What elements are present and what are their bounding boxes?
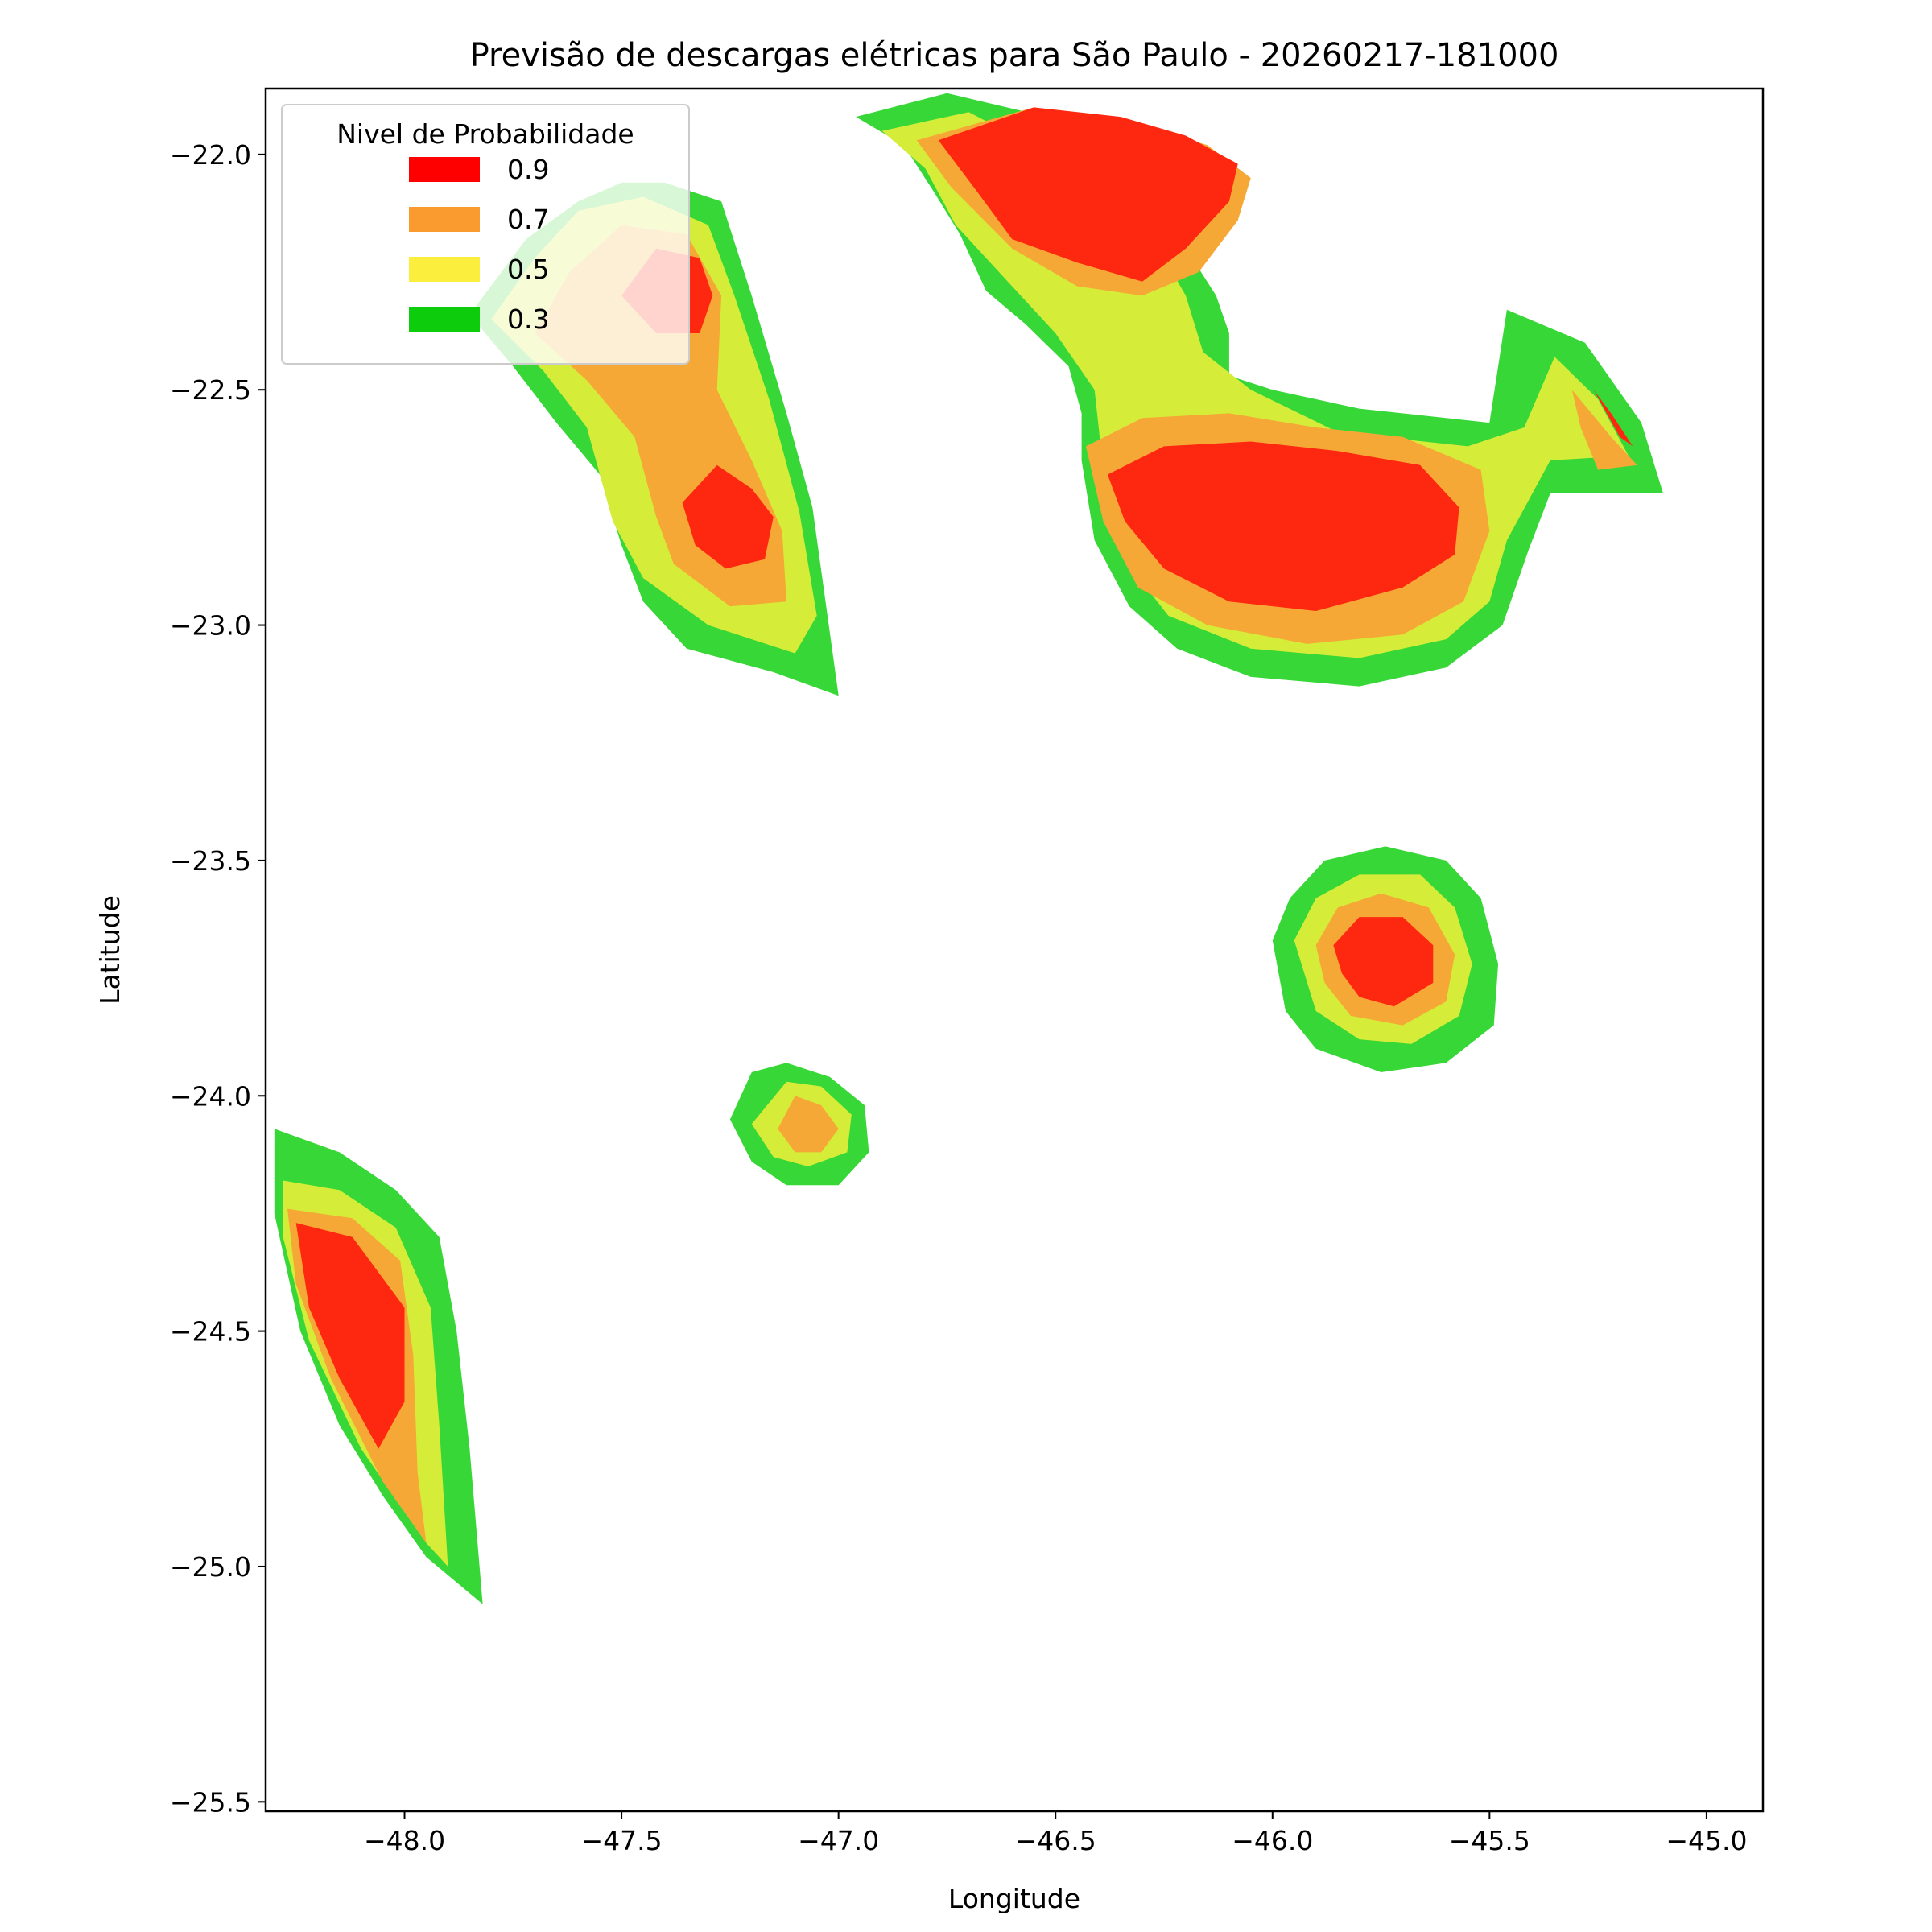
y-axis-label: Latitude	[94, 895, 126, 1005]
contour-level-09-shape	[1107, 441, 1459, 611]
legend-entries: 0.9 0.7 0.5 0.3	[409, 154, 549, 335]
y-tick-label: −22.5	[170, 374, 251, 406]
contour-level-09-shape	[1593, 390, 1633, 447]
y-tick-label: −25.0	[170, 1551, 251, 1583]
contour-region-4	[729, 1063, 869, 1186]
legend-swatch	[409, 257, 480, 282]
legend-box	[281, 104, 690, 365]
legend-swatch	[409, 307, 480, 332]
y-tick-label: −22.0	[170, 139, 251, 171]
x-tick-label: −46.0	[1232, 1825, 1313, 1856]
x-tick-label: −46.5	[1015, 1825, 1096, 1856]
y-axis: −22.0 −22.5 −23.0 −23.5 −24.0 −24.5 −25.0 −25.5	[170, 139, 266, 1818]
chart-title: Previsão de descargas elétricas para São…	[470, 37, 1559, 74]
contour-level-09-shape	[295, 1223, 405, 1449]
x-tick-label: −45.5	[1449, 1825, 1530, 1856]
legend-label: 0.5	[507, 254, 549, 285]
x-tick-label: −47.5	[581, 1825, 663, 1856]
x-axis-label: Longitude	[948, 1883, 1080, 1914]
y-tick-label: −23.0	[170, 610, 251, 642]
contour-region-3	[1272, 846, 1499, 1072]
legend-swatch	[409, 207, 480, 232]
y-tick-label: −25.5	[170, 1786, 251, 1818]
y-tick-label: −24.0	[170, 1080, 251, 1112]
contour-region-1	[856, 93, 1663, 687]
contour-level-09-shape	[682, 464, 774, 569]
x-tick-label: −47.0	[798, 1825, 879, 1856]
contour-level-07-shape	[778, 1096, 839, 1153]
legend-label: 0.3	[507, 303, 549, 335]
legend-title: Nivel de Probabilidade	[336, 118, 634, 150]
plot-frame	[264, 87, 1765, 1813]
y-tick-label: −24.5	[170, 1316, 251, 1348]
contour-level-07-shape	[1571, 390, 1637, 470]
legend: Nivel de Probabilidade 0.9 0.7 0.5 0.3	[281, 104, 690, 365]
contour-level-09-shape	[1333, 917, 1434, 1007]
contour-region-5	[274, 1129, 483, 1604]
contour-level-09-shape	[938, 107, 1238, 282]
legend-swatch	[409, 157, 480, 182]
y-tick-label: −23.5	[170, 845, 251, 877]
x-axis: −48.0 −47.5 −47.0 −46.5 −46.0 −45.5 −45.0	[364, 1811, 1747, 1856]
x-tick-label: −45.0	[1666, 1825, 1747, 1856]
legend-label: 0.7	[507, 204, 549, 235]
x-tick-label: −48.0	[364, 1825, 445, 1856]
legend-label: 0.9	[507, 154, 549, 185]
